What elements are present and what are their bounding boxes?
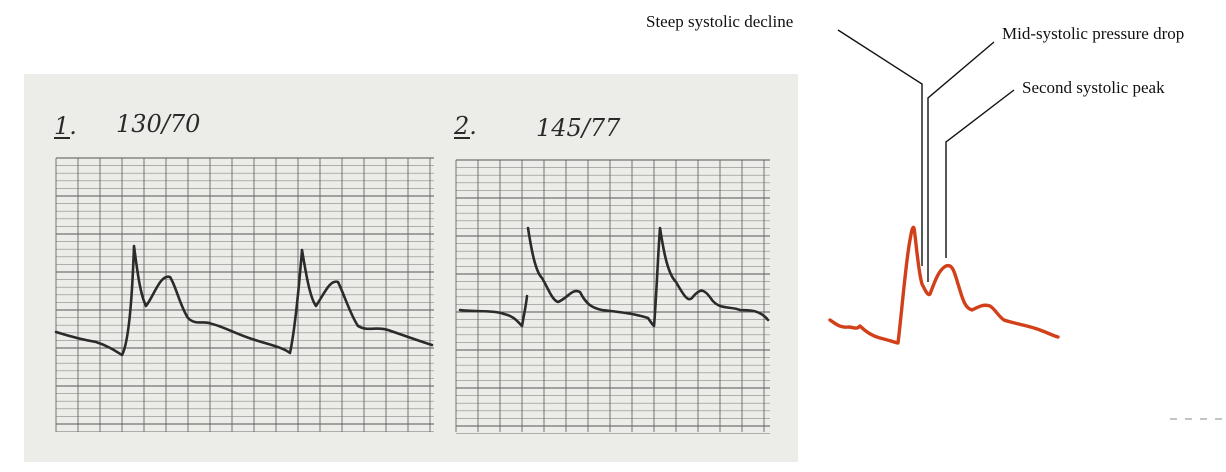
- label-mid-drop: Mid-systolic pressure drop: [1002, 24, 1185, 43]
- panel-2-pulse-trace: [458, 226, 770, 328]
- callout-line-steep-decline: [837, 29, 923, 266]
- panel-1-grid: [55, 157, 434, 432]
- panel-1-number: 1.: [54, 112, 77, 140]
- pulse-tracing-photo: 1. 130/70 2. 145/77: [24, 74, 798, 462]
- schematic-waveform: [828, 225, 1060, 345]
- label-second-peak: Second systolic peak: [1022, 78, 1165, 97]
- panel-2-number: 2.: [453, 112, 477, 140]
- label-steep-decline: Steep systolic decline: [646, 12, 794, 31]
- panel-2-pressure: 145/77: [536, 114, 621, 142]
- panel-2-grid: [455, 159, 770, 434]
- panel-1-pressure: 130/70: [116, 110, 200, 138]
- panel-1-pulse-trace: [54, 244, 434, 357]
- callout-line-second-peak: [945, 89, 1015, 258]
- callout-line-mid-drop: [927, 41, 995, 282]
